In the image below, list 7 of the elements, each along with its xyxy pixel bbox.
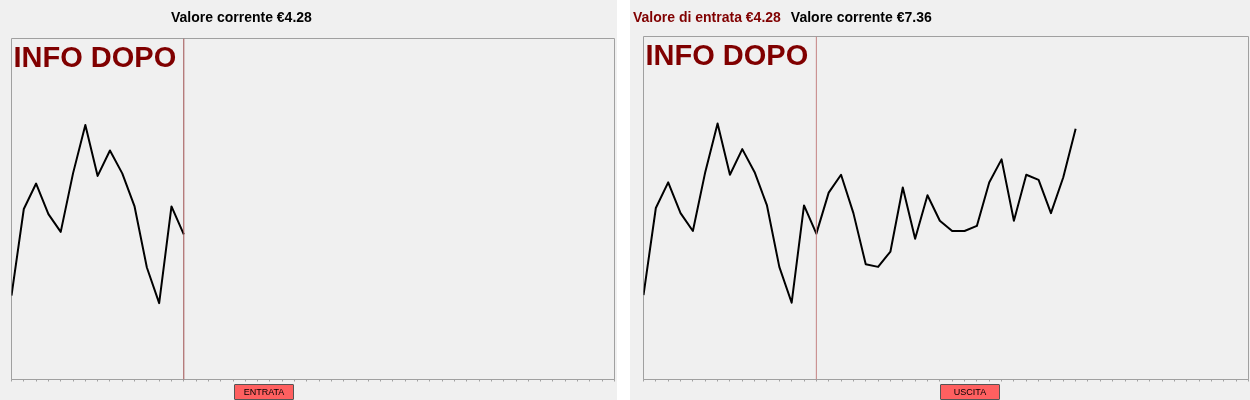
text: ENTRATA xyxy=(243,387,285,397)
chart-title: Valore di entrata €4.28 xyxy=(633,9,781,25)
chart-subtitle: Valore corrente €7.36 xyxy=(790,9,932,25)
chart-title: Valore corrente €4.28 xyxy=(171,9,312,25)
text: INFO DOPO xyxy=(13,40,177,73)
text: INFO DOPO xyxy=(645,38,809,71)
text: USCITA xyxy=(953,387,987,397)
